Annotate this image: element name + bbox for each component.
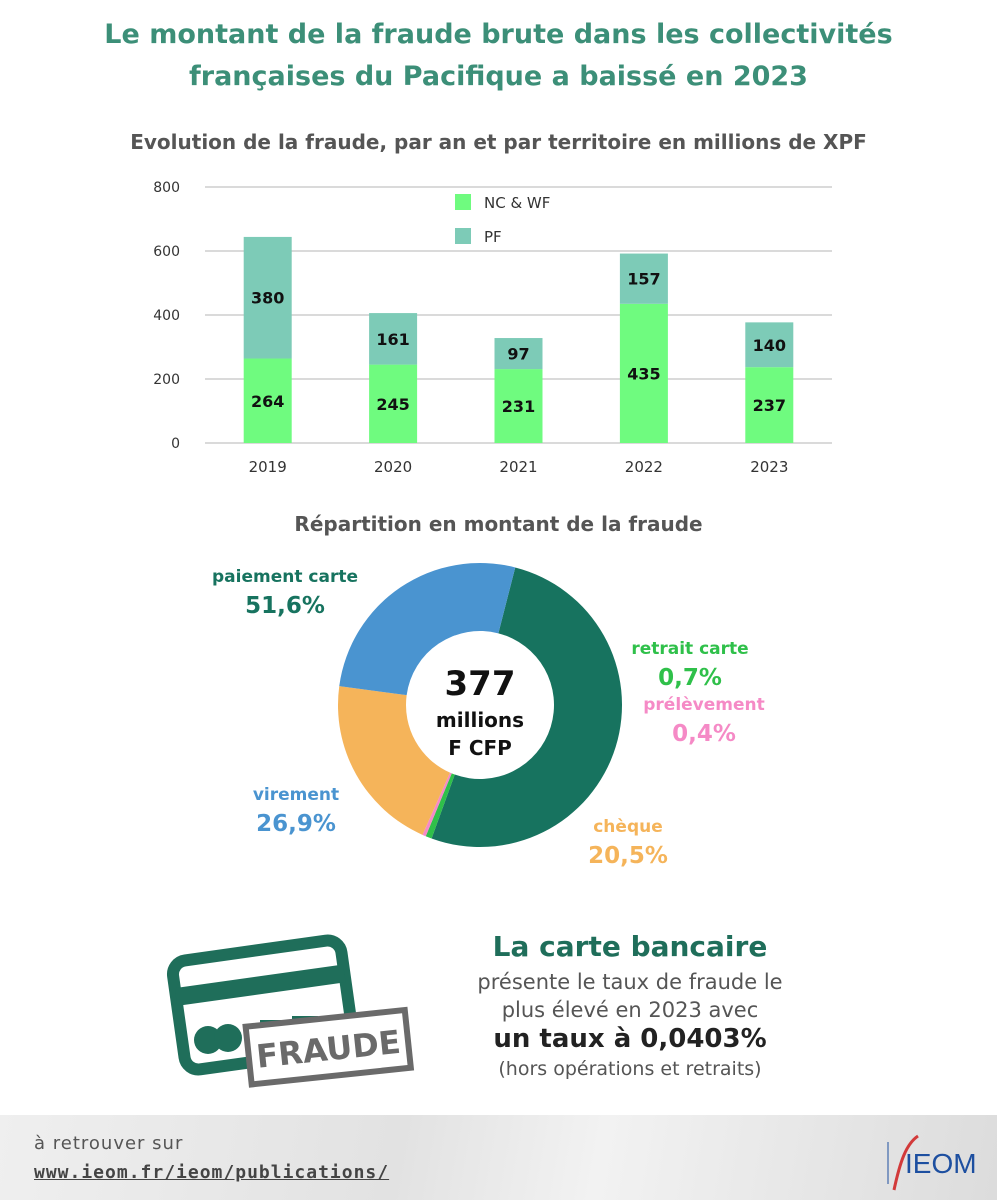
bar-chart-title: Evolution de la fraude, par an et par te…: [130, 130, 867, 154]
bar-segment: [494, 369, 543, 443]
callout-note: (hors opérations et retraits): [498, 1058, 762, 1080]
donut-center-currency: F CFP: [448, 736, 512, 760]
title-line-2: françaises du Pacifique a baissé en 2023: [189, 61, 808, 92]
title-line-1: Le montant de la fraude brute dans les c…: [104, 19, 893, 50]
bar-segment: [745, 322, 794, 368]
bar-segment: [369, 313, 418, 365]
slice-label: chèque: [593, 817, 663, 837]
legend-swatch: [455, 194, 471, 210]
slice-label: prélèvement: [643, 695, 765, 715]
x-tick-label: 2023: [750, 458, 788, 476]
slice-label: virement: [253, 785, 339, 805]
bar-segment: [745, 367, 794, 443]
y-tick-label: 800: [153, 180, 180, 196]
page-title: Le montant de la fraude brute dans les c…: [0, 14, 997, 98]
y-tick-label: 200: [153, 372, 180, 388]
slice-percent: 20,5%: [588, 843, 668, 869]
donut-slice: [431, 567, 623, 847]
bar-data-label: 380: [251, 289, 284, 308]
slice-percent: 0,7%: [658, 665, 722, 691]
y-tick-label: 0: [171, 436, 180, 452]
bar-data-label: 231: [502, 397, 535, 416]
slice-percent: 0,4%: [672, 721, 736, 747]
x-tick-label: 2022: [625, 458, 663, 476]
publications-link[interactable]: www.ieom.fr/ieom/publications/: [34, 1162, 390, 1183]
x-tick-label: 2020: [374, 458, 412, 476]
callout-title: La carte bancaire: [492, 930, 768, 963]
bar-data-label: 97: [507, 345, 529, 364]
x-tick-label: 2019: [249, 458, 287, 476]
slice-percent: 51,6%: [245, 593, 325, 619]
x-tick-label: 2021: [499, 458, 537, 476]
slice-label: retrait carte: [631, 639, 748, 659]
fraude-stamp: FRAUDE: [242, 1006, 415, 1088]
callout-body-line-1: présente le taux de fraude le: [477, 970, 783, 994]
y-tick-label: 400: [153, 308, 180, 324]
footer-caption: à retrouver sur: [34, 1133, 184, 1154]
donut-center-unit: millions: [436, 708, 524, 732]
bar-data-label: 161: [376, 330, 409, 349]
bar-segment: [494, 338, 543, 370]
bar-segment: [243, 236, 292, 359]
bar-data-label: 237: [753, 396, 786, 415]
fraud-card-illustration: FRAUDE: [166, 934, 415, 1088]
slice-percent: 26,9%: [256, 811, 336, 837]
callout-body-line-2: plus élevé en 2023 avec: [501, 998, 759, 1022]
legend-label: PF: [484, 228, 502, 246]
callout-body: présente le taux de fraude le plus élevé…: [430, 968, 830, 1024]
slice-label: paiement carte: [212, 567, 358, 587]
bar-segment: [619, 303, 668, 443]
donut-slice: [422, 772, 452, 837]
donut-slice: [339, 563, 516, 696]
donut-chart-title: Répartition en montant de la fraude: [294, 512, 703, 536]
legend-swatch: [455, 228, 471, 244]
footer-band: [0, 1115, 997, 1200]
ieom-logo-text: IEOM: [905, 1148, 977, 1179]
ieom-logo: [887, 1134, 919, 1191]
bar-segment: [369, 364, 418, 443]
bar-data-label: 264: [251, 392, 284, 411]
bar-segment: [619, 253, 668, 304]
donut-slice: [338, 686, 451, 835]
bar-segment: [243, 358, 292, 443]
donut-chart: paiement carte 51,6% retrait carte 0,7% prél…: [212, 563, 765, 869]
donut-slice: [425, 773, 455, 839]
callout-rate: un taux à 0,0403%: [493, 1024, 767, 1054]
bar-data-label: 157: [627, 270, 660, 289]
legend-label: NC & WF: [484, 194, 550, 212]
bar-data-label: 245: [376, 395, 409, 414]
bar-data-label: 140: [753, 336, 786, 355]
bar-chart: 0 200 400 600 800 264 380 2019 245 161 2020 231 97 20…: [153, 180, 832, 476]
y-tick-label: 600: [153, 244, 180, 260]
bar-data-label: 435: [627, 364, 660, 383]
donut-center-value: 377: [445, 664, 516, 704]
